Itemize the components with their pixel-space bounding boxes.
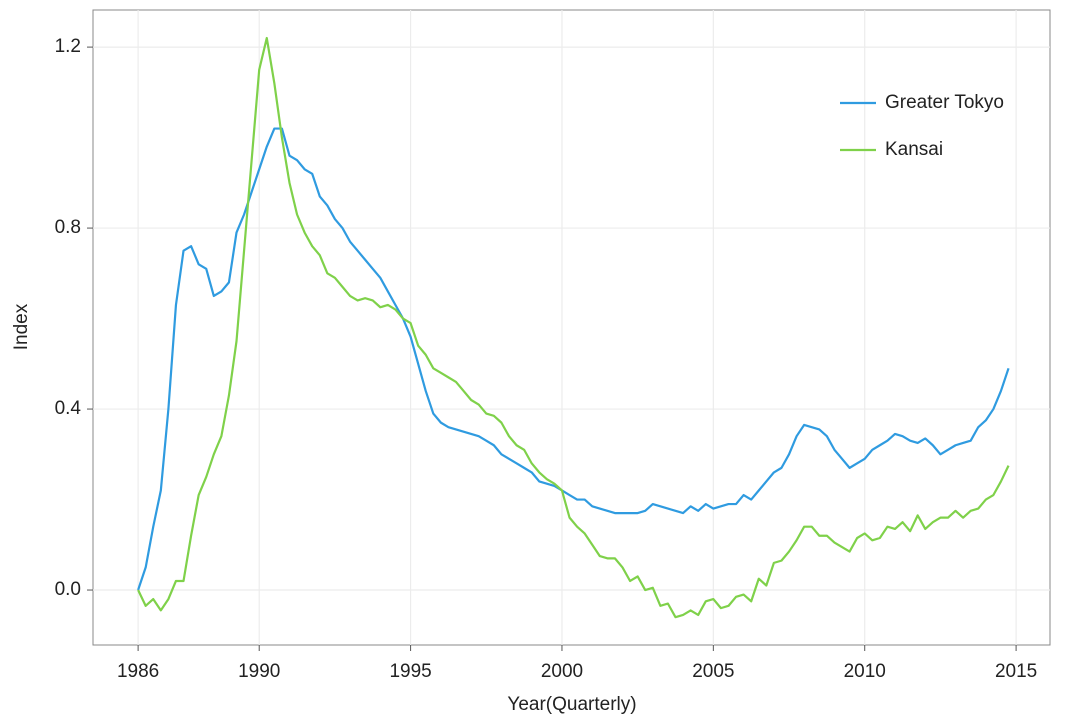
plot-panel xyxy=(92,9,1051,646)
y-axis-title: Index xyxy=(11,303,32,350)
x-tick-label: 1986 xyxy=(117,661,159,682)
x-tick-label: 1990 xyxy=(238,661,280,682)
legend-label: Kansai xyxy=(885,139,943,160)
x-tick-label: 2000 xyxy=(541,661,583,682)
x-tick-label: 2005 xyxy=(692,661,734,682)
y-tick-label: 0.8 xyxy=(55,217,81,238)
x-tick-label: 2015 xyxy=(995,661,1037,682)
x-tick-label: 1995 xyxy=(389,661,431,682)
y-tick-label: 0.0 xyxy=(55,579,81,600)
series-line xyxy=(137,127,1010,591)
x-tick-label: 2010 xyxy=(844,661,886,682)
legend-label: Greater Tokyo xyxy=(885,92,1004,113)
y-tick-label: 1.2 xyxy=(55,36,81,57)
y-tick-label: 0.4 xyxy=(55,398,82,419)
x-axis-title: Year(Quarterly) xyxy=(507,694,636,715)
series-line xyxy=(137,36,1010,619)
